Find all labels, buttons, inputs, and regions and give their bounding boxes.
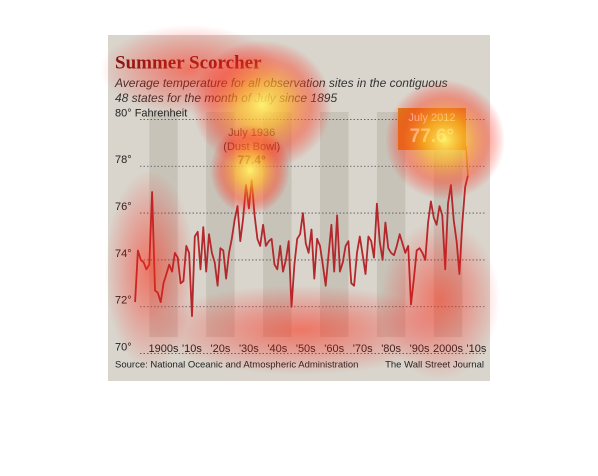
x-tick-label: '30s — [239, 343, 259, 355]
credit: The Wall Street Journal — [385, 360, 484, 371]
y-tick-label: 70° — [115, 341, 132, 353]
x-tick-label: '40s — [267, 343, 287, 355]
x-tick-label: '60s — [324, 343, 344, 355]
x-tick-label: '70s — [353, 343, 373, 355]
annotation-label: July 2012 — [408, 112, 455, 124]
y-tick-label: 80° Fahrenheit — [115, 107, 187, 119]
x-tick-label: '80s — [381, 343, 401, 355]
annotation-label: July 1936 — [228, 127, 275, 139]
y-tick-label: 78° — [115, 154, 132, 166]
decade-band — [319, 112, 349, 337]
source: Source: National Oceanic and Atmospheric… — [115, 360, 358, 371]
subtitle: 48 states for the month of July since 18… — [115, 91, 337, 105]
annotation-note: (Dust Bowl) — [223, 141, 280, 153]
x-tick-label: 2000s — [433, 343, 463, 355]
x-tick-label: '10s — [467, 343, 487, 355]
annotation-value: 77.6° — [410, 126, 455, 147]
subtitle: Average temperature for all observation … — [114, 76, 448, 90]
chart-title: Summer Scorcher — [115, 52, 262, 73]
x-tick-label: 1900s — [149, 343, 179, 355]
annotation-value: 77.4° — [238, 153, 266, 167]
x-tick-label: '10s — [182, 343, 202, 355]
y-tick-label: 74° — [115, 248, 132, 260]
x-tick-label: '90s — [410, 343, 430, 355]
y-tick-label: 76° — [115, 201, 132, 213]
y-tick-label: 72° — [115, 295, 132, 307]
x-tick-label: '50s — [296, 343, 316, 355]
x-tick-label: '20s — [210, 343, 230, 355]
